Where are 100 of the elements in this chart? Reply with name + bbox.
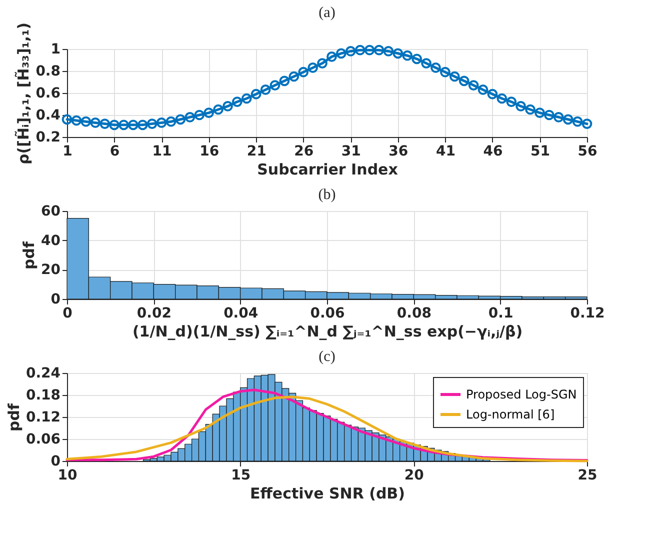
point: [516, 101, 526, 112]
x-tick-label: 0.02: [136, 306, 172, 322]
point: [506, 96, 517, 107]
point: [345, 46, 356, 56]
y-tick-label: 0: [50, 292, 61, 308]
point: [194, 110, 205, 120]
x-tick-label: 11: [152, 144, 172, 160]
point: [496, 93, 508, 104]
y-tick-label: 0.8: [36, 64, 60, 80]
x-tick-label: 16: [200, 144, 220, 160]
chart-title: (c): [318, 349, 336, 365]
x-tick-label: 46: [483, 144, 503, 160]
point: [260, 84, 271, 95]
x-tick-label: 36: [388, 144, 408, 160]
point: [544, 110, 554, 120]
y-tick-label: 0.4: [36, 108, 61, 124]
point: [478, 84, 488, 95]
point: [109, 120, 120, 130]
point: [354, 44, 366, 56]
x-tick-label: 0: [62, 306, 73, 322]
point: [308, 62, 318, 73]
point: [487, 88, 498, 100]
point: [128, 120, 138, 130]
x-tick-label: 25: [578, 468, 598, 484]
point: [213, 104, 224, 115]
point: [402, 50, 413, 61]
point: [534, 108, 545, 118]
y-axis-title: pdf: [4, 403, 23, 432]
x-tick-label: 56: [578, 144, 598, 160]
x-axis-title: Subcarrier Index: [257, 160, 398, 178]
point: [204, 108, 214, 118]
x-tick-label: 21: [246, 144, 266, 160]
point: [71, 115, 82, 126]
point: [364, 44, 375, 56]
point: [449, 71, 460, 82]
point: [118, 120, 129, 130]
point: [241, 93, 252, 104]
point: [166, 116, 176, 127]
y-tick-label: 0.24: [26, 366, 61, 382]
point: [430, 62, 441, 73]
y-tick-label: 0.12: [26, 410, 60, 426]
point: [392, 48, 404, 59]
point: [90, 118, 101, 128]
y-tick-label: 0.06: [26, 432, 60, 448]
legend-label: Proposed Log-SGN: [466, 388, 577, 402]
point: [222, 101, 233, 112]
x-tick-label: 0.08: [396, 306, 432, 322]
point: [232, 96, 242, 107]
point: [250, 88, 262, 100]
x-tick-label: 0.06: [310, 306, 345, 322]
x-tick-label: 10: [58, 468, 78, 484]
point: [317, 58, 328, 68]
legend-label: Log-normal [6]: [466, 408, 555, 422]
point: [175, 114, 186, 125]
point: [468, 80, 479, 90]
point: [270, 80, 280, 90]
y-tick-label: 0: [50, 454, 61, 470]
point: [279, 76, 290, 86]
y-tick-label: 40: [41, 232, 61, 249]
point: [156, 118, 167, 128]
point: [146, 118, 158, 129]
y-tick-label: 20: [41, 262, 61, 278]
point: [62, 114, 72, 125]
y-tick-label: 0.6: [36, 86, 60, 102]
point: [298, 66, 309, 78]
x-tick-label: 20: [404, 468, 424, 484]
y-axis-title: ρ([H̃ᵢ]₁,₁, [H̃₃₃]₁,₁): [14, 22, 33, 165]
point: [336, 48, 346, 59]
point: [440, 66, 450, 78]
point: [383, 46, 394, 56]
point: [572, 116, 583, 127]
point: [288, 71, 300, 82]
y-tick-label: 60: [41, 204, 61, 220]
point: [553, 112, 564, 122]
y-tick-label: 0.2: [36, 130, 60, 146]
point: [80, 116, 92, 127]
point: [374, 44, 384, 56]
point: [562, 114, 574, 125]
x-axis-title: (1/N_d)(1/N_ss) ∑ᵢ₌₁^N_d ∑ⱼ₌₁^N_ss exp(−γᵢ,ⱼ/β): [132, 322, 523, 340]
x-tick-label: 31: [341, 144, 361, 160]
point: [412, 54, 422, 64]
y-tick-label: 0.18: [26, 388, 60, 404]
x-tick-label: 41: [436, 144, 456, 160]
x-tick-label: 26: [294, 144, 314, 160]
x-axis-title: Effective SNR (dB): [250, 484, 405, 502]
point: [525, 104, 536, 115]
x-tick-label: 51: [530, 144, 550, 160]
point: [582, 118, 592, 129]
x-tick-label: 1: [62, 144, 72, 160]
x-tick-label: 0.04: [224, 306, 258, 322]
x-tick-label: 0.12: [570, 306, 605, 322]
chart-title: (b): [318, 187, 336, 203]
chart-title: (a): [318, 5, 336, 21]
point: [100, 118, 110, 129]
point: [184, 112, 196, 122]
point: [458, 76, 470, 86]
x-tick-label: 0.1: [488, 306, 514, 322]
y-tick-label: 1: [50, 42, 60, 58]
x-tick-label: 6: [110, 144, 120, 160]
point: [421, 58, 432, 68]
